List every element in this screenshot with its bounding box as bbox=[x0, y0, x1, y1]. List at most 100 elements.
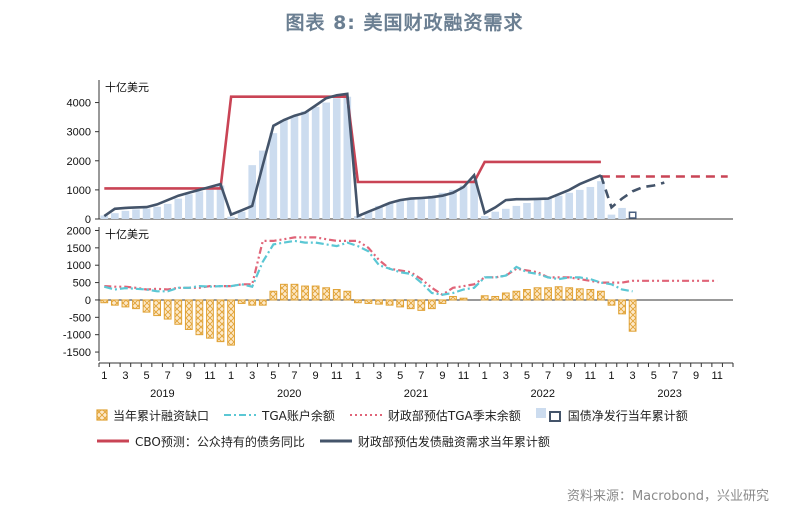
gap-bar bbox=[163, 299, 172, 320]
issuance-bar bbox=[174, 198, 183, 219]
dash-dot-pink-swatch bbox=[349, 414, 382, 416]
x-tick-label: 7 bbox=[672, 370, 678, 382]
gap-bar bbox=[364, 299, 373, 304]
y-tick-label: 0 bbox=[85, 295, 91, 307]
issuance-bar bbox=[597, 181, 605, 219]
gap-bar bbox=[248, 299, 257, 306]
gap-bar bbox=[417, 299, 426, 311]
x-year-label: 2020 bbox=[277, 388, 301, 400]
issuance-bar bbox=[544, 198, 552, 219]
gap-bar bbox=[533, 287, 542, 301]
gap-bar bbox=[459, 297, 468, 301]
issuance-bar bbox=[258, 150, 267, 219]
x-tick-label: 9 bbox=[313, 370, 319, 382]
issuance-bar bbox=[332, 98, 341, 219]
issuance-bar bbox=[111, 213, 119, 219]
y-tick-label: -1000 bbox=[63, 330, 91, 342]
issuance-bar bbox=[280, 120, 288, 219]
issuance-bar bbox=[163, 203, 172, 219]
legend-item-issuance: 国债净发行当年累计额 bbox=[535, 407, 688, 424]
y-tick-label: 4000 bbox=[67, 98, 91, 110]
gap-bar bbox=[290, 283, 299, 301]
gap-bar bbox=[142, 299, 151, 313]
gap-bar bbox=[501, 292, 510, 301]
issuance-bar bbox=[322, 102, 330, 219]
y-tick-label: 0 bbox=[85, 214, 91, 226]
legend-row-1: 当年累计融资缺口 TGA账户余额 财政部预估TGA季末余额 国债净发行当年累计额 bbox=[96, 402, 736, 428]
y-tick-label: 2000 bbox=[67, 156, 91, 168]
issuance-bar bbox=[586, 186, 595, 219]
source-note: 资料来源：Macrobond，兴业研究 bbox=[566, 489, 769, 504]
x-tick-label: 3 bbox=[376, 370, 382, 382]
x-tick-label: 3 bbox=[122, 370, 128, 382]
issuance-bar bbox=[554, 195, 563, 219]
issuance-bar bbox=[491, 211, 500, 219]
gap-bar bbox=[575, 288, 584, 301]
gap-bar bbox=[237, 299, 246, 304]
issuance-bar bbox=[533, 200, 542, 219]
x-year-label: 2023 bbox=[657, 388, 681, 400]
gap-bar bbox=[438, 299, 447, 304]
legend-item-gap: 当年累计融资缺口 bbox=[96, 407, 209, 424]
x-tick-label: 5 bbox=[270, 370, 276, 382]
gap-bar bbox=[354, 299, 362, 304]
issuance-bar bbox=[269, 133, 278, 219]
y-tick-label: 1500 bbox=[67, 243, 91, 255]
gap-bar bbox=[311, 285, 320, 301]
legend-label: 财政部预估TGA季末余额 bbox=[387, 408, 521, 423]
line-navy-swatch bbox=[319, 439, 352, 443]
gap-bar bbox=[227, 299, 235, 346]
gap-bar bbox=[385, 299, 394, 306]
need-line bbox=[103, 92, 602, 218]
issuance-bar bbox=[195, 191, 204, 219]
x-tick-label: 1 bbox=[482, 370, 488, 382]
x-tick-label: 11 bbox=[204, 370, 215, 382]
gap-bar bbox=[216, 299, 225, 343]
gap-bar bbox=[332, 289, 341, 301]
gap-bar bbox=[480, 295, 489, 301]
gap-bar bbox=[195, 299, 204, 336]
line-red-swatch bbox=[97, 439, 129, 443]
legend-item-cbo: CBO预测：公众持有的债务同比 bbox=[96, 433, 305, 450]
issuance-bar bbox=[290, 115, 299, 219]
gap-bar bbox=[597, 290, 605, 301]
issuance-bar bbox=[343, 96, 352, 219]
issuance-bar bbox=[480, 216, 489, 219]
issuance-bar bbox=[470, 179, 478, 219]
x-tick-label: 7 bbox=[291, 370, 297, 382]
gap-bar bbox=[375, 299, 383, 305]
gap-bar bbox=[523, 289, 531, 301]
legend-item-need: 财政部预估发债融资需求当年累计额 bbox=[319, 433, 550, 450]
issuance-bar bbox=[618, 207, 626, 219]
x-tick-label: 11 bbox=[585, 370, 596, 382]
legend-row-2: CBO预测：公众持有的债务同比 财政部预估发债融资需求当年累计额 bbox=[96, 428, 736, 454]
x-tick-label: 9 bbox=[693, 370, 699, 382]
gap-bar bbox=[554, 286, 563, 301]
chart-title: 图表 8: 美国财政融资需求 bbox=[285, 12, 524, 34]
bottom-panel: -1500 -1000 -500 0 500 1000 1500 2000 十亿美元 bbox=[63, 225, 733, 361]
y-tick-label: -1500 bbox=[63, 347, 91, 359]
gap-bar bbox=[100, 299, 109, 304]
x-tick-label: 1 bbox=[101, 370, 107, 382]
issuance-bar bbox=[248, 165, 257, 219]
gap-bar bbox=[396, 299, 405, 308]
issuance-bar bbox=[206, 188, 214, 219]
gap-bar bbox=[258, 299, 267, 306]
gap-bar bbox=[618, 299, 626, 315]
issuance-bar bbox=[311, 106, 320, 219]
x-year-label: 2022 bbox=[531, 388, 555, 400]
x-tick-label: 5 bbox=[524, 370, 530, 382]
x-tick-label: 1 bbox=[355, 370, 361, 382]
tga-forecast-line bbox=[104, 236, 718, 297]
bar-blue-swatch bbox=[535, 408, 561, 422]
x-tick-label: 7 bbox=[165, 370, 171, 382]
gap-bar bbox=[628, 299, 637, 332]
x-tick-label: 3 bbox=[249, 370, 255, 382]
unit-label: 十亿美元 bbox=[105, 227, 149, 241]
x-tick-label: 7 bbox=[418, 370, 424, 382]
gap-bar bbox=[343, 290, 352, 301]
issuance-bar bbox=[375, 205, 383, 219]
gap-bar bbox=[406, 299, 415, 310]
